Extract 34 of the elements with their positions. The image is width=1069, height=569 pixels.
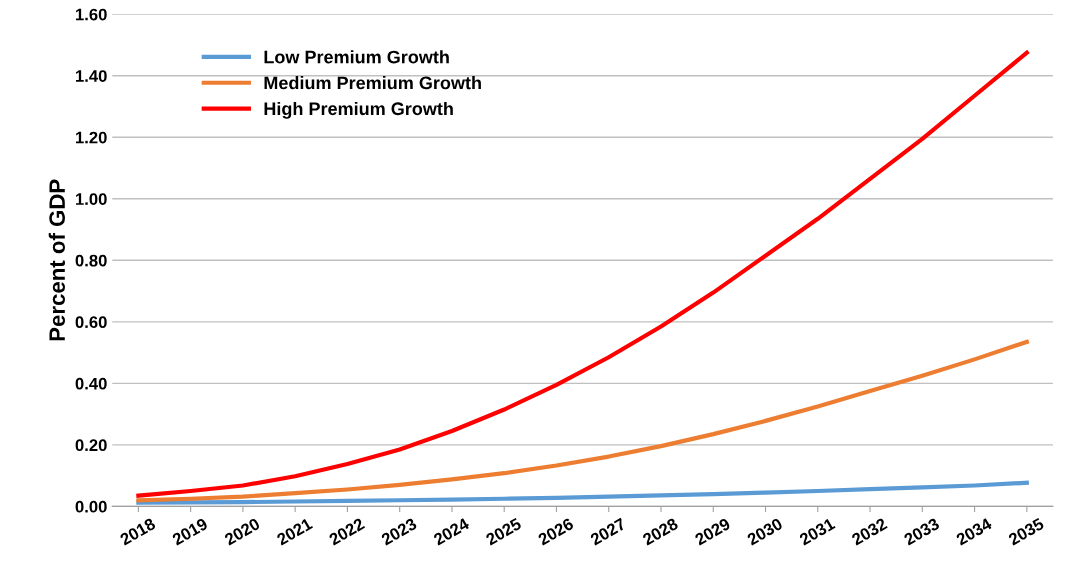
x-tick-label: 2022 [328, 517, 366, 546]
y-tick-label: 1.60 [76, 8, 107, 21]
x-tick-label: 2025 [485, 517, 523, 546]
x-tick-label: 2029 [694, 517, 732, 546]
x-tick-label: 2027 [589, 517, 627, 546]
x-tick-label: 2035 [1007, 517, 1045, 546]
x-tick-label: 2023 [380, 517, 418, 546]
y-tick-label: 0.00 [75, 500, 107, 513]
x-tick-label: 2018 [119, 517, 157, 546]
line-series [136, 50, 1029, 498]
legend-label: Low Premium Growth [264, 50, 449, 64]
legend-label: High Premium Growth [264, 101, 453, 119]
x-tick-label: 2028 [641, 517, 679, 546]
x-tick-label: 2021 [275, 517, 314, 546]
y-tick-label: 0.80 [75, 254, 107, 267]
y-tick-label: 0.20 [75, 439, 107, 452]
line-series [136, 339, 1029, 503]
legend-label: Medium Premium Growth [264, 76, 481, 90]
x-tick-label: 2026 [537, 517, 575, 546]
y-tick-label: 1.40 [76, 70, 107, 82]
x-tick-label: 2034 [955, 517, 993, 546]
y-tick-label: 0.40 [75, 377, 107, 390]
x-tick-label: 2020 [223, 517, 261, 546]
y-tick-label: 1.20 [76, 131, 107, 144]
x-tick-label: 2019 [171, 517, 209, 546]
x-tick-label: 2024 [432, 517, 471, 546]
x-tick-label: 2032 [850, 517, 888, 546]
line-series [136, 480, 1029, 505]
x-tick-label: 2030 [746, 517, 784, 546]
x-tick-label: 2031 [798, 517, 836, 546]
y-tick-label: 0.60 [75, 316, 107, 329]
y-axis-title: Percent of GDP [48, 179, 65, 341]
y-tick-label: 1.00 [76, 193, 107, 205]
x-tick-label: 2033 [903, 517, 941, 546]
